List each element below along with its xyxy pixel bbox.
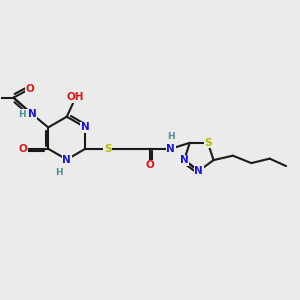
Text: OH: OH bbox=[67, 92, 84, 102]
Text: N: N bbox=[81, 122, 90, 132]
Text: S: S bbox=[104, 144, 111, 154]
Text: N: N bbox=[180, 155, 188, 165]
Text: O: O bbox=[26, 84, 34, 94]
Text: H: H bbox=[19, 110, 26, 118]
Text: N: N bbox=[194, 166, 203, 176]
Text: S: S bbox=[204, 138, 212, 148]
Text: N: N bbox=[62, 154, 71, 164]
Text: H: H bbox=[167, 132, 174, 141]
Text: H: H bbox=[56, 168, 63, 177]
Text: N: N bbox=[28, 109, 36, 119]
Text: N: N bbox=[166, 144, 175, 154]
Text: O: O bbox=[146, 160, 154, 170]
Text: O: O bbox=[19, 144, 27, 154]
